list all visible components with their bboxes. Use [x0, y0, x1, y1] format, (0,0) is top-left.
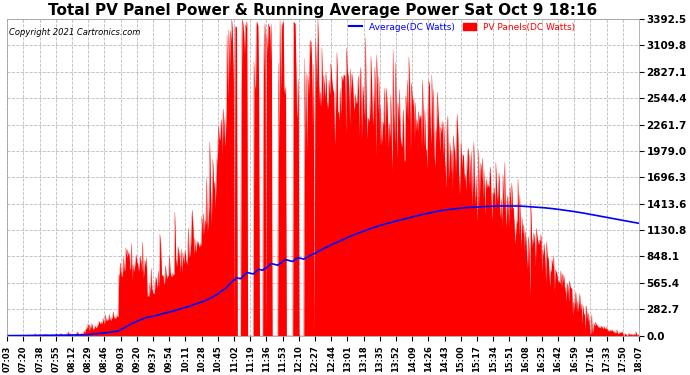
Legend: Average(DC Watts), PV Panels(DC Watts): Average(DC Watts), PV Panels(DC Watts): [345, 19, 579, 35]
Text: Copyright 2021 Cartronics.com: Copyright 2021 Cartronics.com: [8, 28, 140, 38]
Title: Total PV Panel Power & Running Average Power Sat Oct 9 18:16: Total PV Panel Power & Running Average P…: [48, 3, 598, 18]
